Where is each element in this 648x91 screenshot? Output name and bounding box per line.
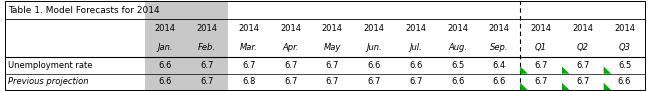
Text: 6.7: 6.7 <box>242 61 255 70</box>
Text: 6.6: 6.6 <box>409 61 422 70</box>
Text: 2014: 2014 <box>447 24 468 33</box>
Text: 6.7: 6.7 <box>326 77 339 86</box>
Text: 6.5: 6.5 <box>451 61 464 70</box>
Text: 6.7: 6.7 <box>284 61 297 70</box>
Text: 2014: 2014 <box>572 24 594 33</box>
Text: 6.6: 6.6 <box>451 77 464 86</box>
Text: 6.7: 6.7 <box>576 61 590 70</box>
Text: Feb.: Feb. <box>198 43 216 52</box>
Text: Jun.: Jun. <box>366 43 382 52</box>
Text: 2014: 2014 <box>155 24 176 33</box>
Polygon shape <box>562 66 570 74</box>
Text: 6.7: 6.7 <box>326 61 339 70</box>
Text: 6.6: 6.6 <box>618 77 631 86</box>
Text: 6.8: 6.8 <box>242 77 255 86</box>
Text: 2014: 2014 <box>322 24 343 33</box>
Text: 6.7: 6.7 <box>200 77 214 86</box>
Text: 6.7: 6.7 <box>409 77 422 86</box>
Text: 6.6: 6.6 <box>367 61 381 70</box>
Text: 2014: 2014 <box>531 24 551 33</box>
Text: Sep.: Sep. <box>490 43 509 52</box>
Polygon shape <box>520 66 527 74</box>
Text: Previous projection: Previous projection <box>8 77 89 86</box>
Text: 2014: 2014 <box>489 24 510 33</box>
Text: 2014: 2014 <box>614 24 635 33</box>
Text: 6.6: 6.6 <box>159 61 172 70</box>
Bar <box>145 1 186 90</box>
Text: 6.5: 6.5 <box>618 61 631 70</box>
Text: Q3: Q3 <box>619 43 631 52</box>
Text: 6.7: 6.7 <box>576 77 590 86</box>
Text: 6.6: 6.6 <box>492 77 506 86</box>
Text: Table 1. Model Forecasts for 2014: Table 1. Model Forecasts for 2014 <box>8 6 160 14</box>
Text: 6.7: 6.7 <box>284 77 297 86</box>
Text: 6.7: 6.7 <box>535 61 548 70</box>
Text: 2014: 2014 <box>196 24 218 33</box>
Text: Q2: Q2 <box>577 43 589 52</box>
Text: 6.7: 6.7 <box>367 77 381 86</box>
Polygon shape <box>604 83 611 90</box>
Text: 6.7: 6.7 <box>535 77 548 86</box>
Text: Jul.: Jul. <box>410 43 422 52</box>
Text: Apr.: Apr. <box>283 43 299 52</box>
Text: Aug.: Aug. <box>448 43 467 52</box>
Polygon shape <box>604 66 611 74</box>
Polygon shape <box>562 83 570 90</box>
Polygon shape <box>520 83 527 90</box>
Text: Mar.: Mar. <box>240 43 258 52</box>
Text: May: May <box>323 43 341 52</box>
Text: Q1: Q1 <box>535 43 547 52</box>
Text: 2014: 2014 <box>406 24 426 33</box>
Text: 6.4: 6.4 <box>492 61 506 70</box>
Text: 2014: 2014 <box>364 24 384 33</box>
Text: 6.7: 6.7 <box>200 61 214 70</box>
Text: Unemployment rate: Unemployment rate <box>8 61 93 70</box>
Text: 2014: 2014 <box>280 24 301 33</box>
Bar <box>186 1 228 90</box>
Text: 6.6: 6.6 <box>159 77 172 86</box>
Text: Jan.: Jan. <box>157 43 173 52</box>
Text: 2014: 2014 <box>238 24 259 33</box>
